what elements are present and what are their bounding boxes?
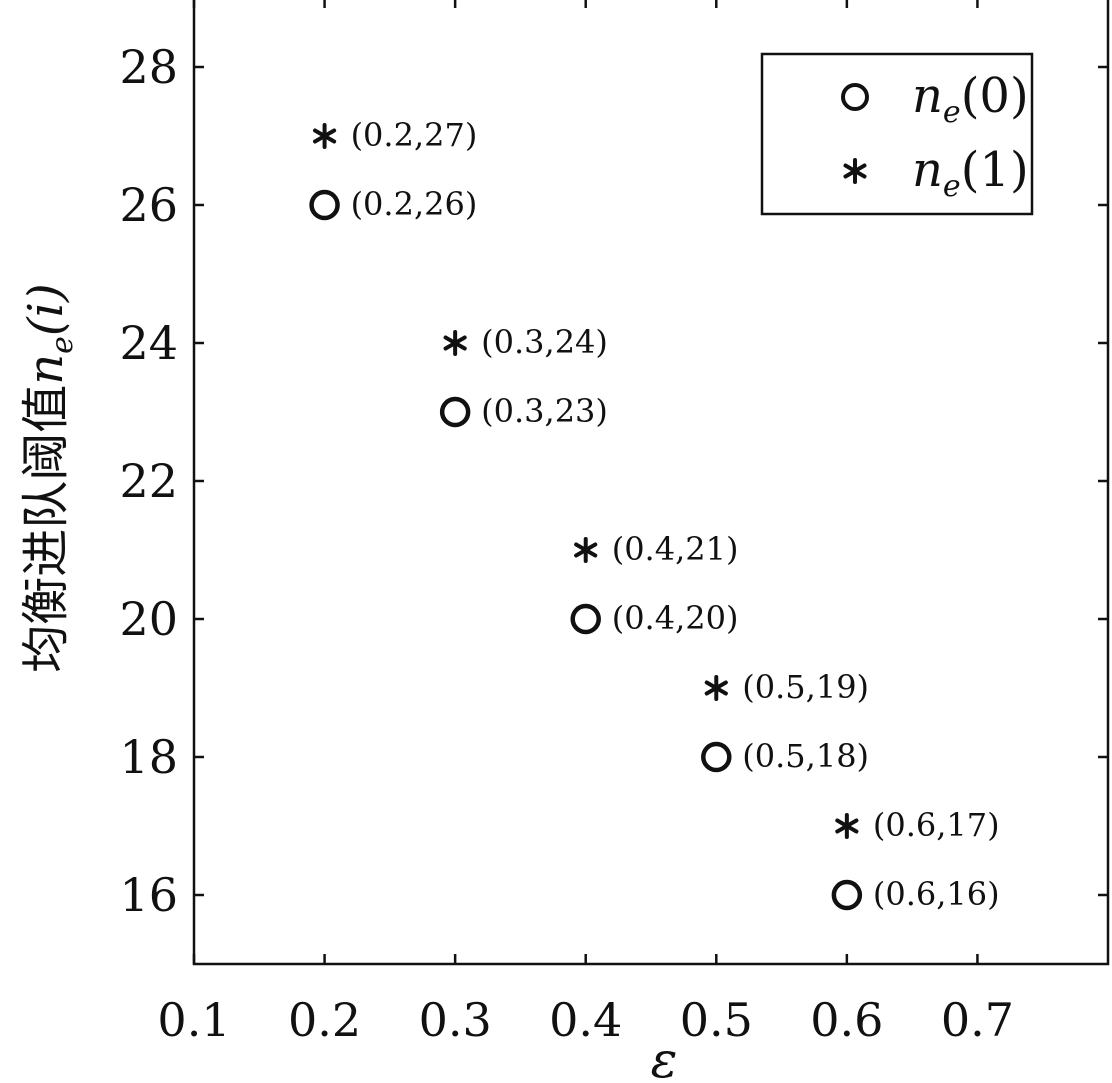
y-tick-label: 22 — [119, 454, 178, 508]
data-point-asterisk — [574, 537, 598, 563]
data-point-asterisk — [443, 330, 467, 356]
x-tick-label: 0.5 — [680, 993, 753, 1047]
x-axis-title: ε — [651, 1031, 678, 1083]
svg-text:均衡进队阈值ne(i): 均衡进队阈值ne(i) — [18, 283, 80, 673]
data-marks: (0.2,26) (0.3,23) (0.4,20) (0.5,18) (0.6,16)… — [309, 116, 1000, 913]
legend-entry-n-e-1: ne(1) — [912, 142, 1029, 204]
data-label: (0.2,26) — [351, 185, 478, 223]
data-label: (0.2,27) — [351, 116, 478, 154]
legend: ne(0) ne(1) — [760, 52, 1034, 216]
legend-circle-marker — [841, 83, 869, 111]
legend-entry-1-arg: (1) — [961, 142, 1029, 198]
y-axis-title-math-base: n — [18, 354, 74, 385]
x-tick-label: 0.7 — [941, 993, 1014, 1047]
legend-entry-1-base: n — [912, 142, 943, 198]
data-label: (0.5,18) — [742, 737, 869, 775]
y-tick-label: 20 — [119, 592, 178, 646]
x-tick-label: 0.2 — [288, 993, 361, 1047]
y-tick-label: 24 — [119, 316, 178, 370]
data-label: (0.5,19) — [742, 668, 869, 706]
y-tick-label: 16 — [119, 868, 178, 922]
legend-box — [760, 52, 1034, 216]
data-point-asterisk — [835, 813, 859, 839]
data-label: (0.6,16) — [873, 875, 1000, 913]
y-axis-title-text: 均衡进队阈值 — [18, 385, 74, 673]
legend-entry-n-e-0: ne(0) — [912, 68, 1029, 130]
data-point-circle — [309, 189, 340, 221]
x-tick-label: 0.3 — [419, 993, 492, 1047]
data-label: (0.4,20) — [612, 599, 739, 637]
data-point-circle — [570, 603, 601, 635]
x-tick-label: 0.4 — [549, 993, 622, 1047]
data-point-circle — [831, 879, 863, 911]
legend-entry-1-sub: e — [943, 169, 961, 204]
y-axis-title: 均衡进队阈值ne(i) — [18, 283, 80, 673]
y-tick-label: 18 — [119, 730, 178, 784]
axis-ticks: 0.1 0.2 0.3 0.4 0.5 0.6 0.7 16 18 20 22 24 26 28 — [119, 0, 1108, 1047]
x-tick-label: 0.1 — [157, 993, 230, 1047]
data-point-asterisk — [313, 123, 337, 149]
legend-entry-0-base: n — [912, 68, 943, 124]
data-point-asterisk — [704, 675, 728, 701]
data-label: (0.3,23) — [481, 392, 608, 430]
data-label: (0.6,17) — [873, 806, 1000, 844]
legend-entry-0-sub: e — [943, 95, 961, 130]
y-axis-title-math-sub: e — [45, 336, 80, 354]
y-tick-label: 28 — [119, 40, 178, 94]
x-tick-label: 0.6 — [810, 993, 883, 1047]
legend-entry-0-arg: (0) — [961, 68, 1029, 124]
legend-asterisk-marker — [843, 158, 867, 184]
data-point-circle — [701, 741, 732, 773]
data-label: (0.4,21) — [612, 530, 739, 568]
y-axis-title-math-arg: (i) — [18, 283, 74, 336]
data-point-circle — [439, 396, 471, 428]
data-label: (0.3,24) — [481, 323, 608, 361]
y-tick-label: 26 — [119, 178, 178, 232]
